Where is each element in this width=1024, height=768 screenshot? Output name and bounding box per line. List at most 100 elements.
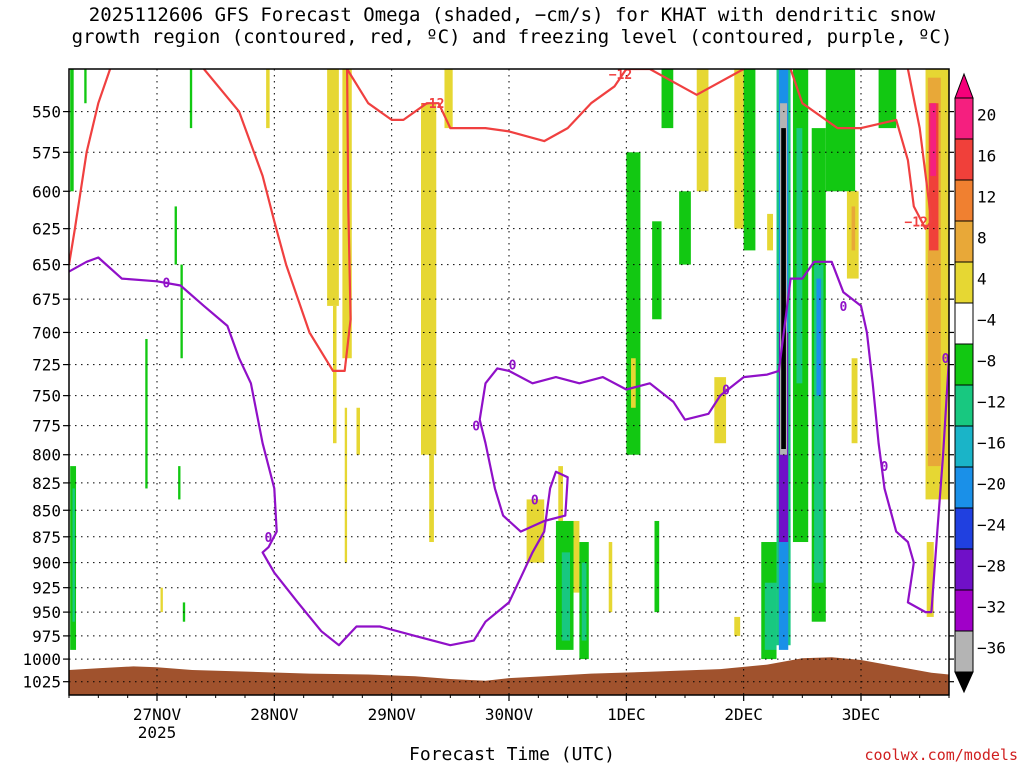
omega-cell xyxy=(654,520,660,613)
colorbar-label: −32 xyxy=(977,598,1006,617)
omega-cell xyxy=(814,264,824,583)
omega-cell xyxy=(573,520,580,593)
y-tick-label: 575 xyxy=(32,143,61,162)
x-axis-label: Forecast Time (UTC) xyxy=(409,744,615,765)
contour-label: 0 xyxy=(531,493,539,508)
colorbar-swatch xyxy=(954,384,974,427)
x-tick-label: 2DEC xyxy=(724,705,763,724)
colorbar-swatch xyxy=(954,507,974,550)
omega-cell xyxy=(160,587,163,613)
omega-cell xyxy=(796,128,803,384)
omega-cell xyxy=(816,278,822,396)
omega-cell xyxy=(608,542,613,613)
x-tick-label: 3DEC xyxy=(842,705,881,724)
colorbar-swatch xyxy=(954,343,974,386)
omega-cell xyxy=(333,305,337,444)
contour-label: 0 xyxy=(509,359,517,374)
omega-cell xyxy=(526,499,545,563)
terrain-fill xyxy=(69,657,949,695)
omega-cell xyxy=(631,358,636,408)
omega-cell xyxy=(743,69,756,251)
omega-cell xyxy=(929,103,939,251)
colorbar-label: 16 xyxy=(977,147,996,166)
contour-label: 0 xyxy=(942,352,950,367)
omega-cell xyxy=(851,206,856,251)
omega-cell xyxy=(734,69,744,229)
colorbar-swatch xyxy=(954,138,974,181)
omega-cell xyxy=(145,338,148,489)
colorbar-swatch xyxy=(954,630,974,673)
y-tick-label: 1000 xyxy=(22,650,61,669)
y-tick-label: 1025 xyxy=(22,673,61,692)
grid-lines xyxy=(69,69,949,695)
omega-cell xyxy=(189,69,193,129)
omega-cell xyxy=(926,542,934,617)
y-tick-label: 675 xyxy=(32,290,61,309)
omega-cell xyxy=(764,582,777,650)
colorbar-label: 4 xyxy=(977,270,987,289)
colorbar-label: −28 xyxy=(977,557,1006,576)
y-tick-label: 775 xyxy=(32,417,61,436)
y-tick-label: 950 xyxy=(32,603,61,622)
title-line-1: 2025112606 GFS Forecast Omega (shaded, −… xyxy=(88,4,936,26)
colorbar-swatch xyxy=(954,220,974,263)
colorbar-label: 8 xyxy=(977,229,987,248)
omega-cell xyxy=(581,562,587,641)
colorbar-label: −12 xyxy=(977,393,1006,412)
colorbar-bottom-arrow xyxy=(954,671,974,694)
omega-cell xyxy=(851,358,858,444)
omega-cell xyxy=(679,191,691,265)
colorbar-swatch xyxy=(954,466,974,509)
omega-cell xyxy=(561,552,571,641)
omega-cell xyxy=(70,69,74,192)
credit-text: coolwx.com/models xyxy=(864,746,1018,764)
x-tick-label: 27NOV xyxy=(133,705,182,724)
omega-cell xyxy=(429,454,434,543)
y-tick-label: 650 xyxy=(32,256,61,275)
omega-cell xyxy=(878,69,897,129)
colorbar-swatch xyxy=(954,179,974,222)
omega-cell xyxy=(661,69,674,129)
y-tick-label: 625 xyxy=(32,220,61,239)
colorbar-label: −4 xyxy=(977,311,996,330)
omega-cell xyxy=(174,206,177,265)
colorbar-label: −24 xyxy=(977,516,1006,535)
y-tick-label: 750 xyxy=(32,387,61,406)
contour-label: 0 xyxy=(162,277,170,292)
omega-cell xyxy=(558,466,563,543)
y-tick-label: 725 xyxy=(32,356,61,375)
y-tick-label: 850 xyxy=(32,501,61,520)
omega-cell xyxy=(84,69,87,104)
omega-cell xyxy=(178,466,181,500)
contour-label: −12 xyxy=(904,215,927,230)
y-tick-label: 825 xyxy=(32,474,61,493)
omega-cell xyxy=(714,377,727,444)
omega-cell xyxy=(180,264,183,359)
contour-label: 0 xyxy=(265,531,273,546)
colorbar-swatch xyxy=(954,261,974,304)
contour-label: 0 xyxy=(881,460,889,475)
omega-cell xyxy=(696,69,709,192)
contour-label: 0 xyxy=(472,420,480,435)
omega-shading xyxy=(70,69,949,660)
omega-cell xyxy=(734,616,741,636)
contour-minus12 xyxy=(69,69,933,372)
colorbar-swatch xyxy=(954,97,974,140)
contour-label: 0 xyxy=(722,384,730,399)
omega-cell xyxy=(344,407,348,563)
omega-cell xyxy=(930,103,937,176)
y-tick-label: 600 xyxy=(32,182,61,201)
contour-label: 0 xyxy=(839,300,847,315)
omega-cell xyxy=(444,69,453,129)
omega-cell xyxy=(356,407,360,455)
title-line-2: growth region (contoured, red, ºC) and f… xyxy=(71,26,953,48)
colorbar-label: 12 xyxy=(977,188,996,207)
y-tick-label: 550 xyxy=(32,103,61,122)
y-tick-label: 800 xyxy=(32,446,61,465)
y-tick-label: 700 xyxy=(32,323,61,342)
colorbar-label: −36 xyxy=(977,639,1006,658)
x-tick-label: 30NOV xyxy=(485,705,534,724)
contour-0 xyxy=(69,256,949,647)
omega-cell xyxy=(652,221,662,320)
